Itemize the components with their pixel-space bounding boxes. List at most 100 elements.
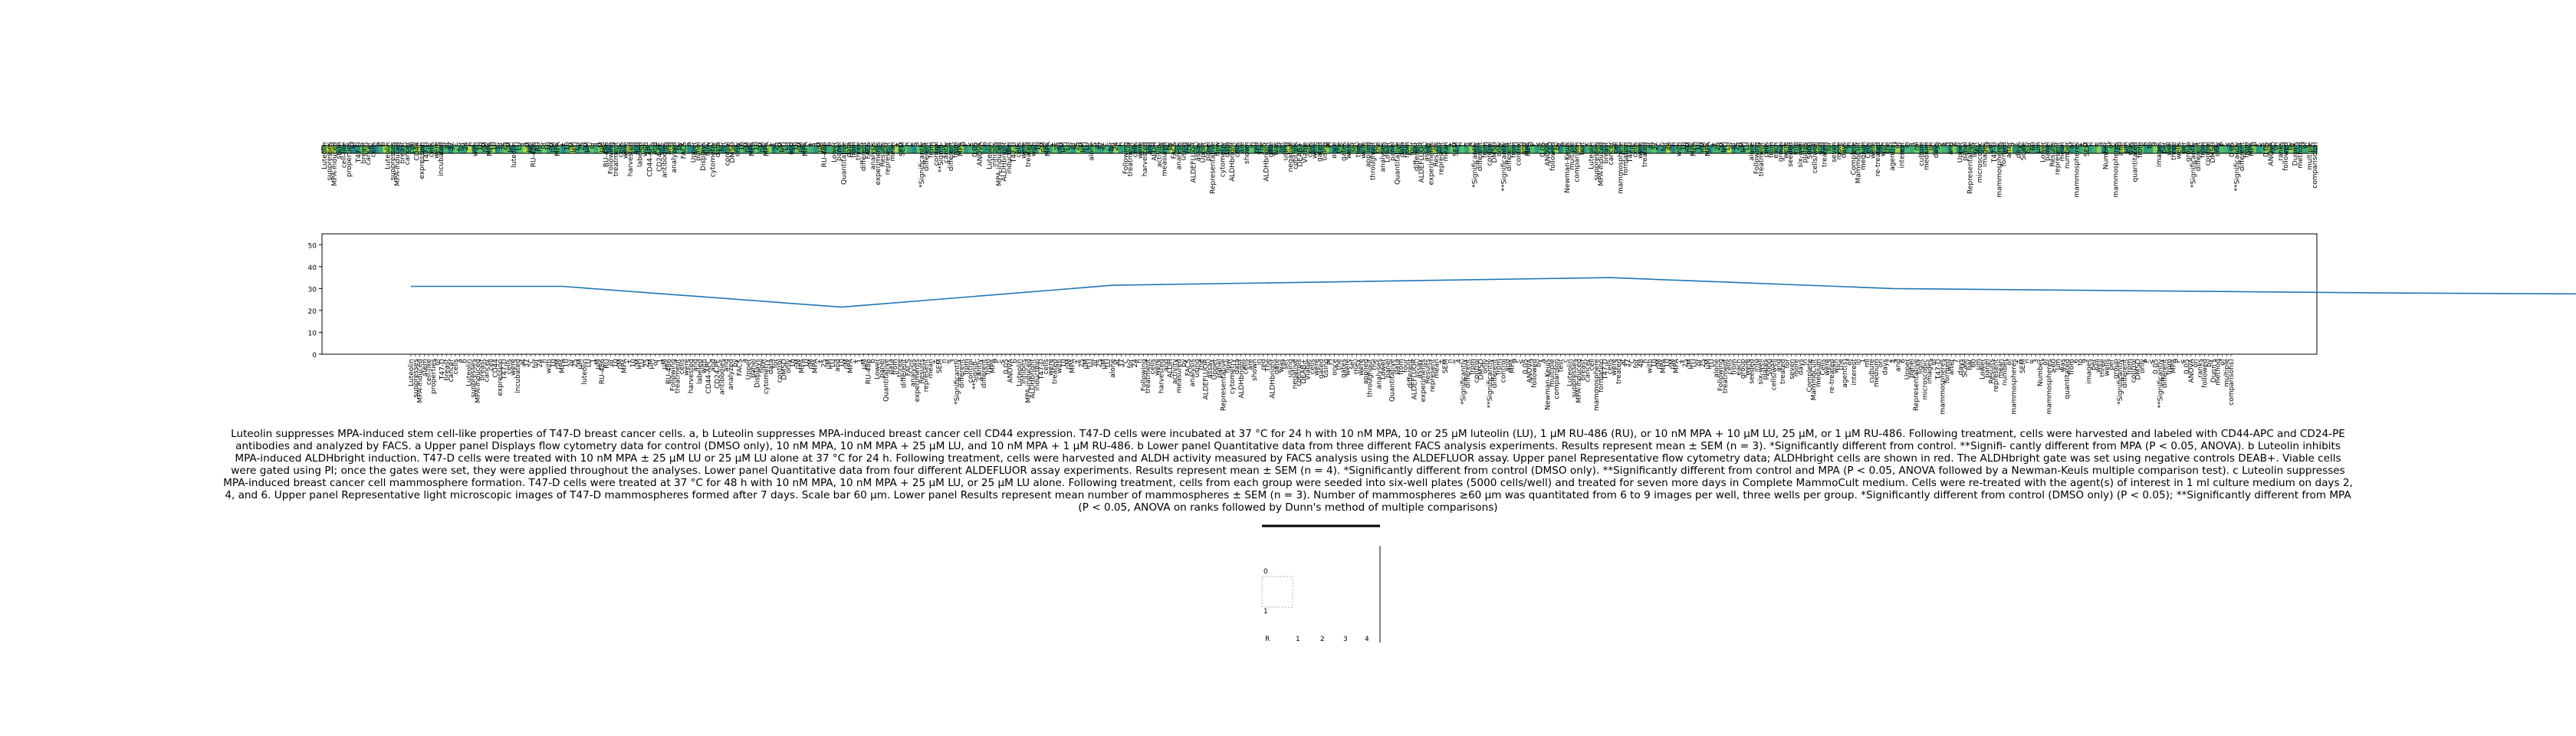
x-tick-label: and xyxy=(692,359,700,372)
x-tick-label: three xyxy=(2099,359,2107,377)
heatmap-cell xyxy=(420,146,426,153)
heatmap-x-tick-label: PI xyxy=(1326,142,1334,148)
heatmap-x-tick-label: Quantitative xyxy=(841,142,849,185)
heatmap-x-tick-label: b xyxy=(981,142,989,146)
x-tick-label: μM xyxy=(577,359,584,370)
x-tick-label: mammosphere xyxy=(1593,359,1601,411)
heatmap-cell xyxy=(1193,146,1198,153)
heatmap-cell xyxy=(354,146,360,153)
heatmap-x-tick-label: 1 xyxy=(812,142,820,146)
heatmap-cell xyxy=(2153,146,2158,153)
x-tick-label: MPA xyxy=(621,358,629,373)
x-tick-label: wells xyxy=(2104,359,2111,376)
heatmap-cell xyxy=(705,146,711,153)
x-tick-label: harvested xyxy=(688,359,695,393)
x-tick-label: 0.05 xyxy=(1522,359,1530,374)
x-tick-label: of xyxy=(2219,358,2226,366)
heatmap-cell xyxy=(931,146,936,153)
heatmap-x-tick-label: wells xyxy=(2176,142,2183,159)
heatmap-cell xyxy=(2176,146,2182,153)
heatmap-cell xyxy=(495,146,501,153)
x-tick-label: represent xyxy=(1993,359,2000,393)
x-tick-label: from xyxy=(1730,359,1738,375)
x-tick-label: represent xyxy=(923,359,931,393)
heatmap-cell xyxy=(1483,146,1489,153)
x-tick-label: 25 xyxy=(1682,359,1690,367)
heatmap-cell xyxy=(1474,146,1479,153)
x-tick-label: was xyxy=(2059,359,2067,373)
x-tick-label: gates xyxy=(1340,359,1348,378)
heatmap-cell xyxy=(673,146,678,153)
x-tick-label: Dunn's xyxy=(2210,359,2218,383)
heatmap-cell xyxy=(921,146,927,153)
heatmap-cell xyxy=(2260,146,2266,153)
x-tick-label: plates xyxy=(1762,359,1769,380)
heatmap-x-tick-label: cancer xyxy=(365,142,373,166)
heatmap-x-tick-label: from xyxy=(2200,142,2207,158)
heatmap-cell xyxy=(1329,146,1334,153)
heatmap-x-tick-label: interest xyxy=(1899,142,1907,169)
heatmap-x-tick-label: treated xyxy=(1641,142,1649,167)
x-tick-label: MPA xyxy=(1660,358,1668,373)
heatmap-cell xyxy=(1005,146,1011,153)
heatmap-cell xyxy=(636,146,641,153)
heatmap-cell xyxy=(1638,146,1643,153)
heatmap-cell xyxy=(1389,146,1395,153)
heatmap-cell xyxy=(823,146,828,153)
heatmap-x-tick-label: T47-D xyxy=(423,142,431,163)
heatmap-cell xyxy=(2087,146,2093,153)
x-tick-label: for xyxy=(1784,359,1792,369)
heatmap-cell xyxy=(1665,146,1671,153)
x-tick-label: from xyxy=(2126,359,2134,375)
heatmap-x-tick-label: to xyxy=(2147,142,2154,150)
heatmap-cell xyxy=(2054,146,2060,153)
x-tick-label: *Significantly xyxy=(954,358,961,404)
x-tick-label: activity xyxy=(1171,358,1179,384)
heatmap-cell xyxy=(1871,146,1878,153)
heatmap-cell xyxy=(654,146,660,153)
x-tick-label: followed xyxy=(1531,359,1539,388)
x-tick-label: 1 xyxy=(1859,359,1867,363)
x-tick-label: MPA xyxy=(1509,358,1516,373)
x-tick-label: with xyxy=(701,359,708,373)
heatmap-x-tick-label: **Significantly xyxy=(2234,141,2242,191)
heatmap-x-tick-label: RU xyxy=(535,142,543,152)
heatmap-x-tick-label: Luteolin xyxy=(321,142,329,169)
heatmap-x-tick-label: three xyxy=(2170,142,2178,160)
heatmap-x-tick-label: or xyxy=(1069,142,1076,150)
heatmap-cell xyxy=(631,146,636,153)
heatmap-x-tick-label: four xyxy=(1408,142,1416,156)
heatmap-cell xyxy=(902,146,908,153)
heatmap-x-tick-label: were xyxy=(623,142,630,159)
heatmap-cell xyxy=(448,146,454,153)
x-tick-label: Lower xyxy=(1380,359,1388,380)
heatmap-x-tick-label: from xyxy=(928,142,936,158)
heatmap-x-tick-label: cell xyxy=(1612,142,1620,154)
heatmap-x-tick-label: assay xyxy=(1423,141,1431,161)
heatmap-x-tick-label: suppresses xyxy=(389,142,397,181)
heatmap-x-tick-label: LU xyxy=(783,142,790,150)
heatmap-cell xyxy=(1202,146,1208,153)
inset-tick-label: 2 xyxy=(1320,636,1325,643)
heatmap-cell xyxy=(780,146,786,153)
heatmap-x-tick-label: medium xyxy=(1923,142,1930,170)
x-tick-label: The xyxy=(1265,359,1273,373)
heatmap-cell xyxy=(827,146,833,153)
heatmap-cell xyxy=(1600,146,1605,153)
x-tick-label: luteolin xyxy=(581,359,589,384)
heatmap-x-tick-label: number xyxy=(2064,142,2072,169)
heatmap-x-tick-label: were xyxy=(1312,142,1319,159)
heatmap-x-tick-label: Results xyxy=(879,142,887,167)
x-tick-label: 0.05 xyxy=(1003,359,1010,374)
heatmap-cell xyxy=(2200,146,2205,153)
heatmap-cell xyxy=(2111,146,2116,153)
heatmap-cell xyxy=(584,146,590,153)
x-tick-label: 10 xyxy=(790,359,797,368)
heatmap-x-tick-label: for xyxy=(719,142,727,152)
x-tick-label: gated xyxy=(1318,359,1326,379)
heatmap-cell xyxy=(996,146,1001,153)
heatmap-cell xyxy=(369,146,374,153)
heatmap-x-tick-label: cells xyxy=(617,142,625,157)
heatmap-cell xyxy=(1694,146,1700,153)
x-tick-label: 6 xyxy=(1900,359,1907,363)
